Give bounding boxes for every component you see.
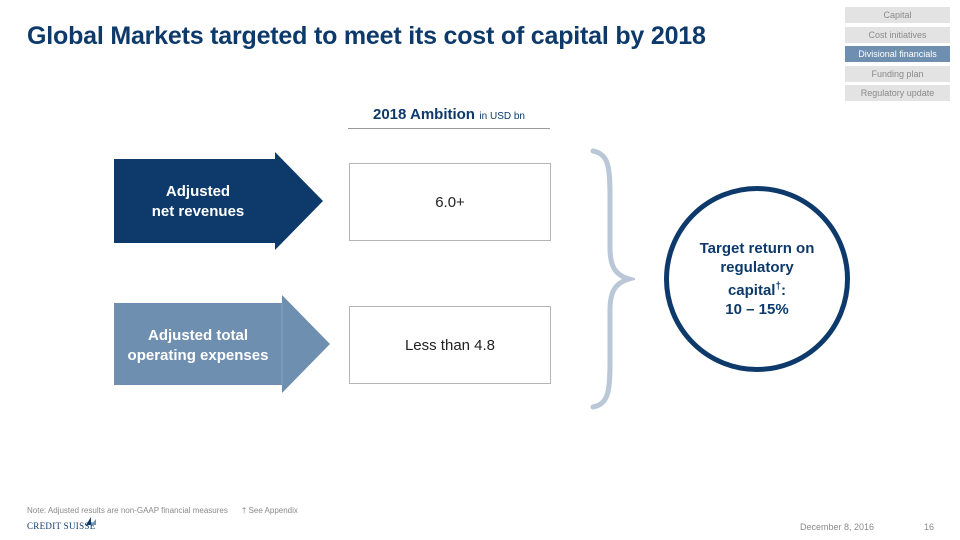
footnote-appendix: † See Appendix [241, 506, 298, 515]
net-revenues-arrow [114, 152, 323, 250]
operating-expenses-value: Less than 4.8 [404, 336, 496, 354]
operating-expenses-value-box: Less than 4.8 [349, 306, 551, 384]
nav-item-funding-plan[interactable]: Funding plan [845, 65, 950, 82]
net-revenues-label: Adjusted net revenues [114, 182, 282, 222]
target-dagger: † [775, 281, 782, 292]
target-colon: : [781, 282, 787, 299]
operating-expenses-arrow [114, 295, 330, 393]
ambition-divider [348, 128, 550, 129]
ambition-header: 2018 Ambition in USD bn [348, 106, 550, 124]
footnote: Note: Adjusted results are non-GAAP fina… [27, 506, 298, 515]
net-revenues-value-box: 6.0+ [349, 163, 551, 241]
net-revenues-label-line2: net revenues [151, 203, 245, 220]
operating-expenses-label: Adjusted total operating expenses [114, 326, 282, 366]
footnote-note: Note: Adjusted results are non-GAAP fina… [27, 506, 228, 515]
target-line1: Target return on [699, 240, 815, 257]
page-number: 16 [924, 522, 935, 532]
logo-text: CREDIT SUISSE [27, 521, 96, 531]
curly-brace [590, 148, 635, 410]
ambition-unit: in USD bn [479, 111, 525, 122]
target-return-circle: Target return on regulatory capital†: 10… [664, 186, 850, 372]
net-revenues-label-line1: Adjusted [165, 183, 231, 200]
target-range: 10 – 15% [725, 301, 789, 318]
operating-expenses-label-line1: Adjusted total [148, 327, 248, 344]
nav-item-regulatory-update[interactable]: Regulatory update [845, 85, 950, 102]
presentation-date: December 8, 2016 [800, 522, 875, 532]
net-revenues-value: 6.0+ [435, 193, 465, 211]
nav-item-capital[interactable]: Capital [845, 7, 950, 23]
sails-icon [86, 517, 96, 525]
credit-suisse-logo: CREDIT SUISSE [27, 516, 97, 534]
target-return-text: Target return on regulatory capital†: 10… [682, 239, 832, 319]
nav-item-cost-initiatives[interactable]: Cost initiatives [845, 26, 950, 43]
target-line3: capital†: [682, 277, 832, 300]
target-capital: capital [727, 282, 776, 299]
target-line2: regulatory [720, 259, 794, 276]
section-nav: Capital Cost initiatives Divisional fina… [845, 7, 950, 105]
ambition-title: 2018 Ambition [373, 106, 475, 123]
page-title: Global Markets targeted to meet its cost… [27, 22, 706, 50]
operating-expenses-label-line2: operating expenses [127, 347, 269, 364]
nav-item-divisional-financials[interactable]: Divisional financials [845, 46, 950, 63]
